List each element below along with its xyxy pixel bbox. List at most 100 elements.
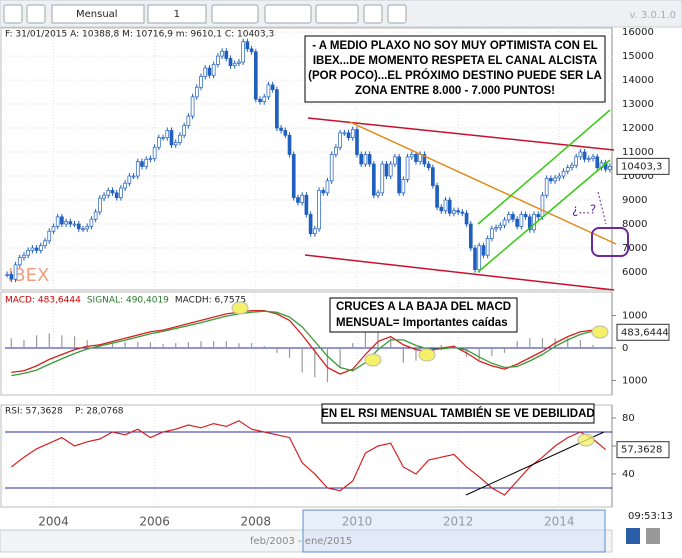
- candle: [481, 245, 486, 256]
- candle: [51, 226, 56, 232]
- candle: [249, 48, 254, 53]
- candle: [30, 247, 35, 251]
- button[interactable]: [3, 4, 23, 24]
- y-tick-label: 1000: [622, 376, 647, 387]
- candle: [296, 197, 300, 203]
- candle: [380, 163, 385, 194]
- header: F: 31/01/2015 A: 10388,8 M: 10716,9 m: 9…: [5, 30, 274, 40]
- candle: [574, 156, 578, 166]
- y-tick-label: 13000: [622, 99, 654, 110]
- histogram-bar: [516, 341, 518, 349]
- channel-line: [477, 159, 611, 273]
- button[interactable]: [211, 4, 259, 24]
- candle: [431, 167, 435, 186]
- y-tick-label: 1000: [622, 310, 647, 321]
- histogram-bar: [579, 340, 581, 349]
- candle: [426, 163, 431, 168]
- period-select[interactable]: [51, 4, 145, 24]
- histogram-bar: [149, 342, 152, 349]
- button[interactable]: [387, 4, 407, 24]
- candle: [511, 214, 515, 220]
- candle: [106, 190, 111, 196]
- candle: [473, 247, 477, 270]
- last-value: 10403,3: [621, 161, 662, 172]
- candle: [515, 218, 519, 227]
- histogram-bar: [314, 348, 316, 378]
- candle: [544, 178, 549, 196]
- histogram-bar: [352, 343, 354, 349]
- candle: [376, 192, 380, 196]
- y-tick-label: 9000: [622, 195, 647, 206]
- highlight: [418, 348, 436, 362]
- x-tick-label: 2004: [38, 515, 69, 529]
- candle: [253, 51, 258, 100]
- channel-line: [477, 109, 611, 225]
- candle: [266, 84, 271, 98]
- histogram-bar: [288, 348, 291, 358]
- candle: [570, 164, 574, 168]
- candle: [207, 67, 212, 76]
- candle: [72, 223, 77, 226]
- navigator-window[interactable]: [302, 509, 606, 553]
- button[interactable]: [26, 4, 46, 24]
- candle: [363, 154, 368, 165]
- header: RSI: 57,3628: [5, 407, 63, 417]
- candle: [287, 134, 292, 155]
- annotation-line: MENSUAL= Importantes caídas: [336, 317, 508, 329]
- histogram-bar: [541, 338, 544, 349]
- y-tick-label: 80: [622, 413, 635, 424]
- histogram-bar: [73, 336, 76, 349]
- histogram-bar: [162, 344, 164, 349]
- candle: [397, 156, 401, 194]
- annotation-box: [329, 297, 518, 333]
- candle: [304, 194, 309, 215]
- count-input[interactable]: [147, 4, 207, 24]
- highlight: [231, 301, 249, 315]
- candle: [388, 163, 393, 177]
- candle: [561, 170, 566, 177]
- candle: [468, 223, 473, 249]
- y-tick-label: 11000: [622, 147, 654, 158]
- candle: [578, 151, 583, 158]
- candle: [55, 216, 60, 227]
- candle: [494, 227, 498, 230]
- button[interactable]: [626, 528, 640, 544]
- candle: [81, 228, 85, 231]
- candle: [532, 214, 536, 231]
- drawings: ¿...? - A MEDIO PLAXO NO SOY MUY OPTIMIS…: [231, 35, 629, 496]
- candle: [283, 130, 288, 136]
- candle: [148, 158, 153, 160]
- candle: [355, 129, 359, 155]
- button[interactable]: [264, 4, 312, 24]
- button[interactable]: [363, 4, 383, 24]
- candle: [131, 175, 136, 178]
- candle: [89, 218, 94, 227]
- candle: [329, 154, 334, 182]
- candle: [553, 177, 557, 182]
- candle: [232, 62, 237, 67]
- candle: [456, 210, 460, 213]
- histogram-bar: [390, 338, 392, 349]
- candle: [39, 245, 43, 251]
- candle: [203, 67, 208, 77]
- annotation-line: EN EL RSI MENSUAL TAMBIÉN SE VE DEBILIDA…: [321, 407, 594, 420]
- candle: [47, 230, 52, 242]
- candle: [211, 64, 216, 76]
- button[interactable]: [315, 4, 359, 24]
- count: 1: [174, 9, 180, 20]
- candle: [435, 185, 439, 208]
- candle: [477, 245, 482, 270]
- button[interactable]: [646, 528, 660, 544]
- candle: [312, 228, 317, 234]
- candle: [291, 154, 296, 198]
- last-value: 57,3628: [621, 445, 662, 456]
- y-tick-label: 12000: [622, 123, 654, 134]
- histogram-bar: [301, 348, 303, 373]
- candle: [414, 154, 418, 162]
- histogram-bar: [250, 343, 253, 349]
- candle: [9, 274, 14, 280]
- candle: [540, 194, 545, 218]
- histogram-bar: [503, 348, 506, 353]
- y-tick-label: 16000: [622, 27, 654, 38]
- header: SIGNAL: 490,4019: [87, 296, 169, 306]
